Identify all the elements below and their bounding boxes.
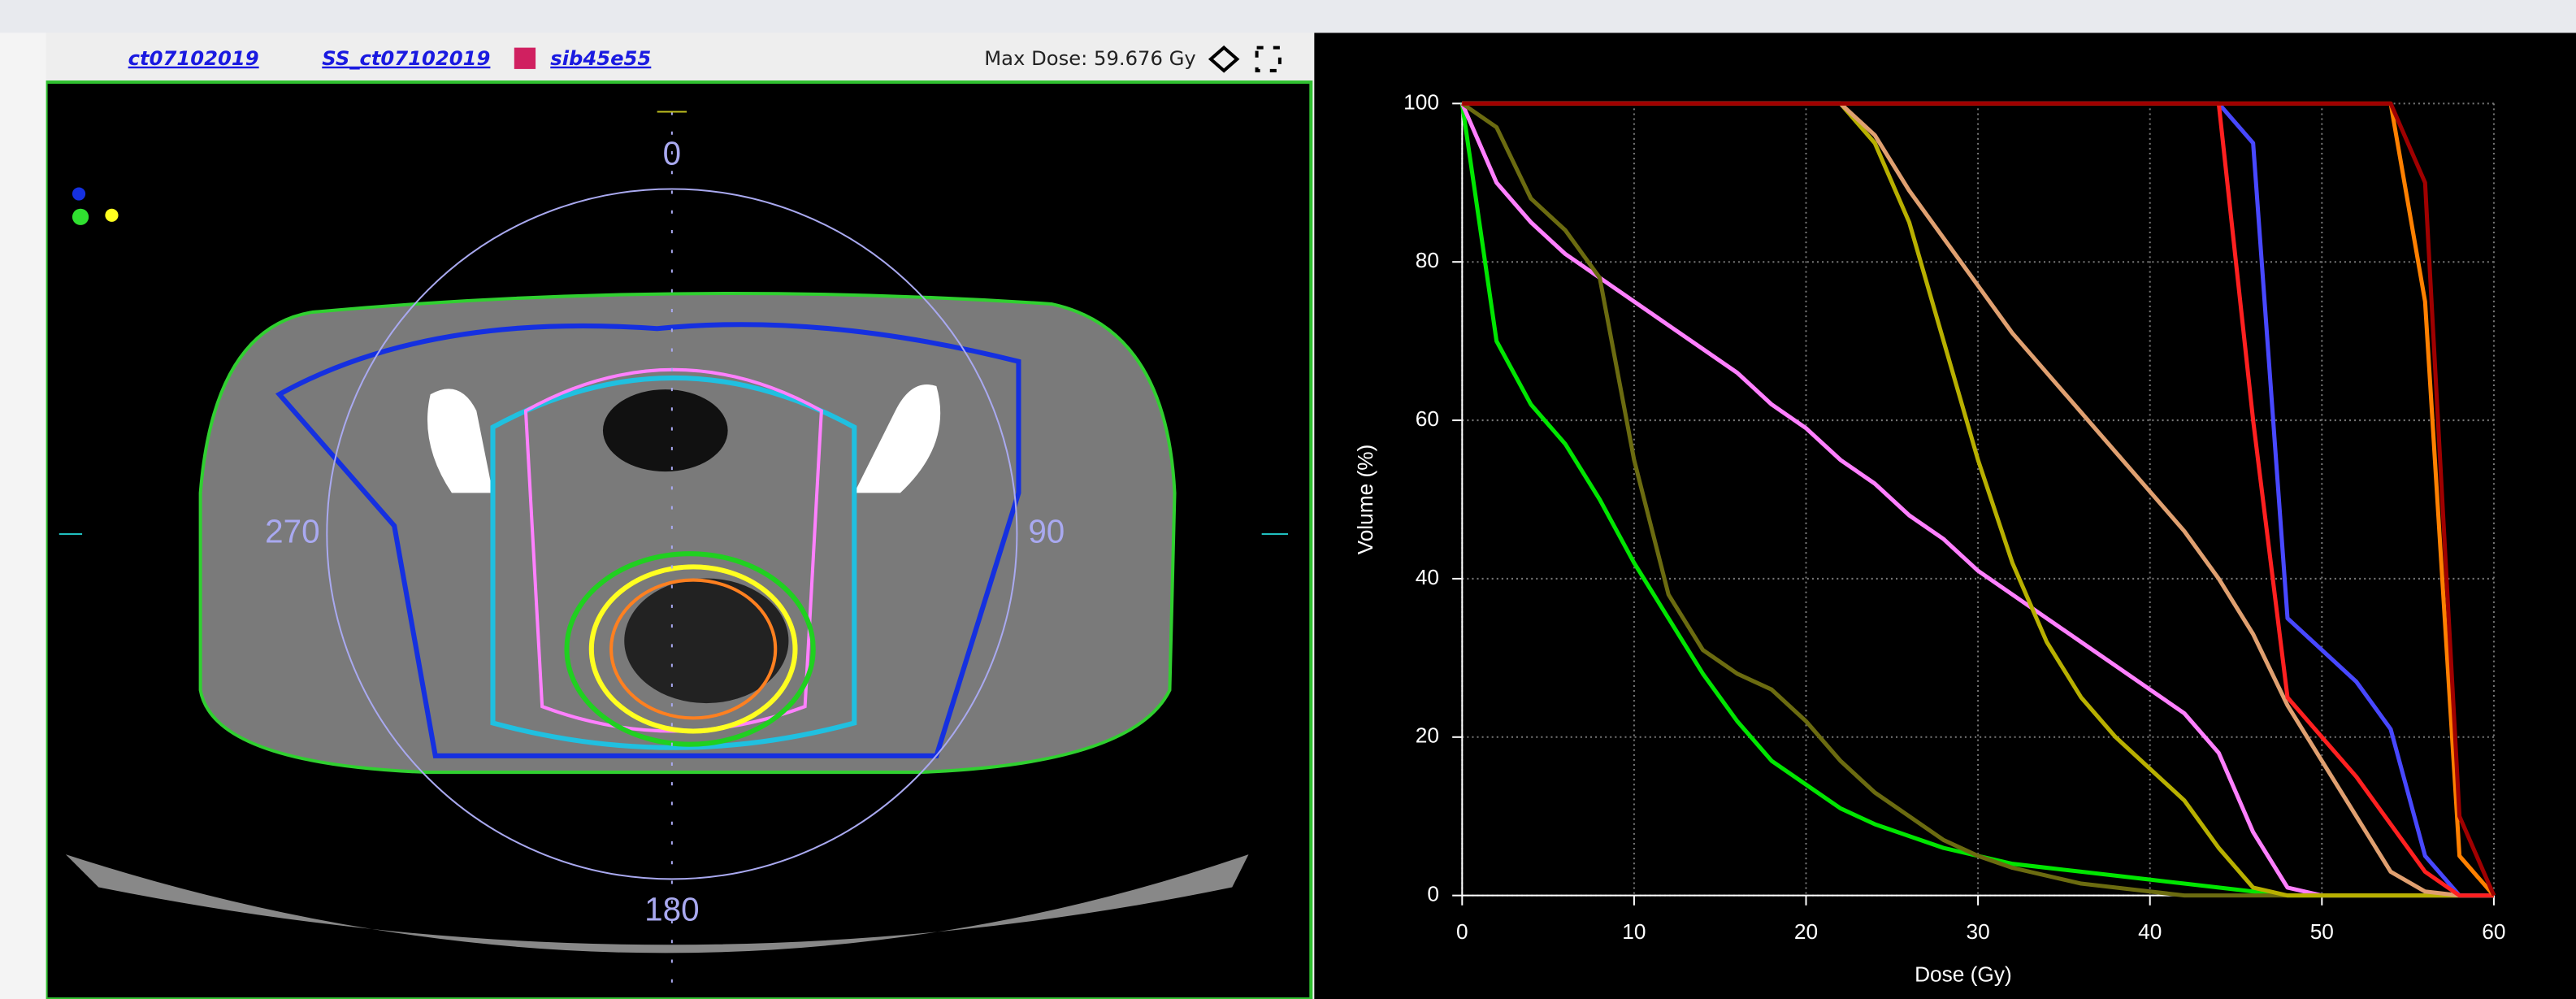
orientation-icon xyxy=(72,187,85,200)
y-tick-label: 40 xyxy=(1416,565,1439,589)
bowel-gas xyxy=(603,389,728,471)
orientation-label: 270 xyxy=(265,513,319,550)
top-strip xyxy=(0,0,2576,33)
x-tick-label: 40 xyxy=(2138,919,2162,944)
y-axis-label: Volume (%) xyxy=(1353,445,1377,555)
y-tick-label: 100 xyxy=(1403,89,1439,114)
toolbar-link[interactable]: SS_ct07102019 xyxy=(322,46,490,70)
left-margin xyxy=(0,33,46,999)
x-tick-label: 10 xyxy=(1622,919,1646,944)
x-axis-label: Dose (Gy) xyxy=(1915,962,2012,987)
orientation-icon xyxy=(105,209,118,222)
orientation-label: 0 xyxy=(663,135,681,172)
y-tick-label: 0 xyxy=(1427,882,1439,906)
plan-icon xyxy=(514,48,536,69)
orientation-icon xyxy=(72,209,89,225)
x-tick-label: 50 xyxy=(2310,919,2334,944)
x-tick-label: 30 xyxy=(1966,919,1989,944)
y-tick-label: 60 xyxy=(1416,406,1439,431)
orientation-label: 90 xyxy=(1028,513,1065,550)
x-tick-label: 20 xyxy=(1794,919,1818,944)
y-tick-label: 20 xyxy=(1416,723,1439,748)
screen: ct07102019 SS_ct07102019 sib45e55 Max Do… xyxy=(0,0,2576,999)
y-tick-label: 80 xyxy=(1416,248,1439,272)
toolbar-link[interactable]: ct07102019 xyxy=(128,46,259,70)
max-dose: Max Dose: 59.676 Gy xyxy=(984,46,1196,70)
toolbar-link[interactable]: sib45e55 xyxy=(550,46,651,70)
orientation-label: 180 xyxy=(644,891,699,928)
x-tick-label: 0 xyxy=(1456,919,1468,944)
x-tick-label: 60 xyxy=(2482,919,2505,944)
dvh-panel xyxy=(1314,33,2576,999)
page: {"toolbar": {"links": ["ct07102019", "SS… xyxy=(0,0,2576,999)
